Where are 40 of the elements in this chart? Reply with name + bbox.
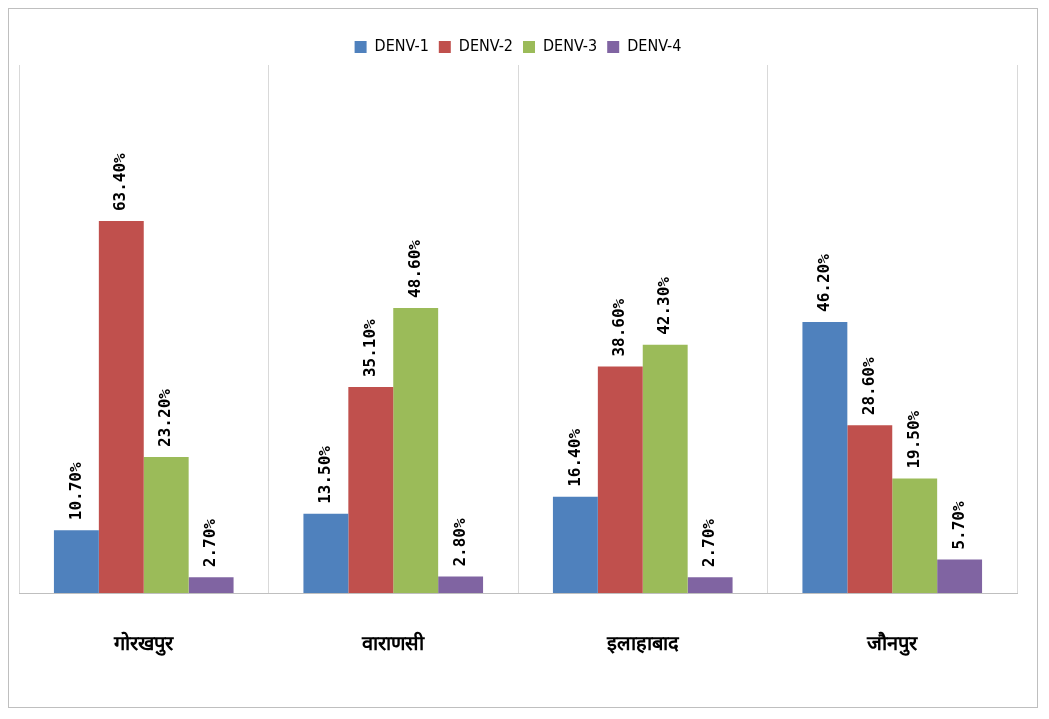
data-label: 46.20% <box>814 253 834 312</box>
data-label: 48.60% <box>404 239 424 298</box>
bar <box>847 425 893 593</box>
data-label: 2.70% <box>200 518 220 568</box>
legend-label: DENV-3 <box>543 36 598 56</box>
bar <box>98 221 144 593</box>
data-label: 35.10% <box>359 318 379 378</box>
bar <box>892 478 938 593</box>
x-tick-label: जौनपुर <box>866 631 919 657</box>
x-tick-label: वाराणसी <box>361 631 426 656</box>
bar <box>53 530 99 593</box>
data-label: 38.60% <box>609 298 629 357</box>
data-label: 63.40% <box>110 152 130 212</box>
bar <box>303 513 349 593</box>
legend-label: DENV-4 <box>627 36 682 56</box>
data-label: 2.80% <box>449 518 469 567</box>
bar <box>393 307 439 593</box>
legend-label: DENV-1 <box>374 36 429 56</box>
bar <box>597 366 643 593</box>
data-label: 23.20% <box>155 388 175 447</box>
data-label: 16.40% <box>564 428 584 487</box>
bar <box>937 559 983 593</box>
bar <box>802 321 848 593</box>
data-label: 2.70% <box>699 518 719 568</box>
data-label: 5.70% <box>948 501 968 550</box>
data-label: 28.60% <box>858 357 878 416</box>
bar <box>438 576 484 593</box>
data-label: 10.70% <box>65 462 85 521</box>
data-label: 19.50% <box>903 410 923 469</box>
x-tick-label: इलाहाबाद <box>605 631 680 656</box>
legend-label: DENV-2 <box>458 36 513 56</box>
data-label: 13.50% <box>315 445 335 504</box>
x-tick-label: गोरखपुर <box>113 631 175 657</box>
bar <box>642 344 688 593</box>
bar <box>188 577 234 593</box>
bar <box>552 496 598 593</box>
data-label: 42.30% <box>654 276 674 335</box>
bar <box>348 387 394 593</box>
bar <box>143 456 189 593</box>
bar <box>687 577 733 593</box>
